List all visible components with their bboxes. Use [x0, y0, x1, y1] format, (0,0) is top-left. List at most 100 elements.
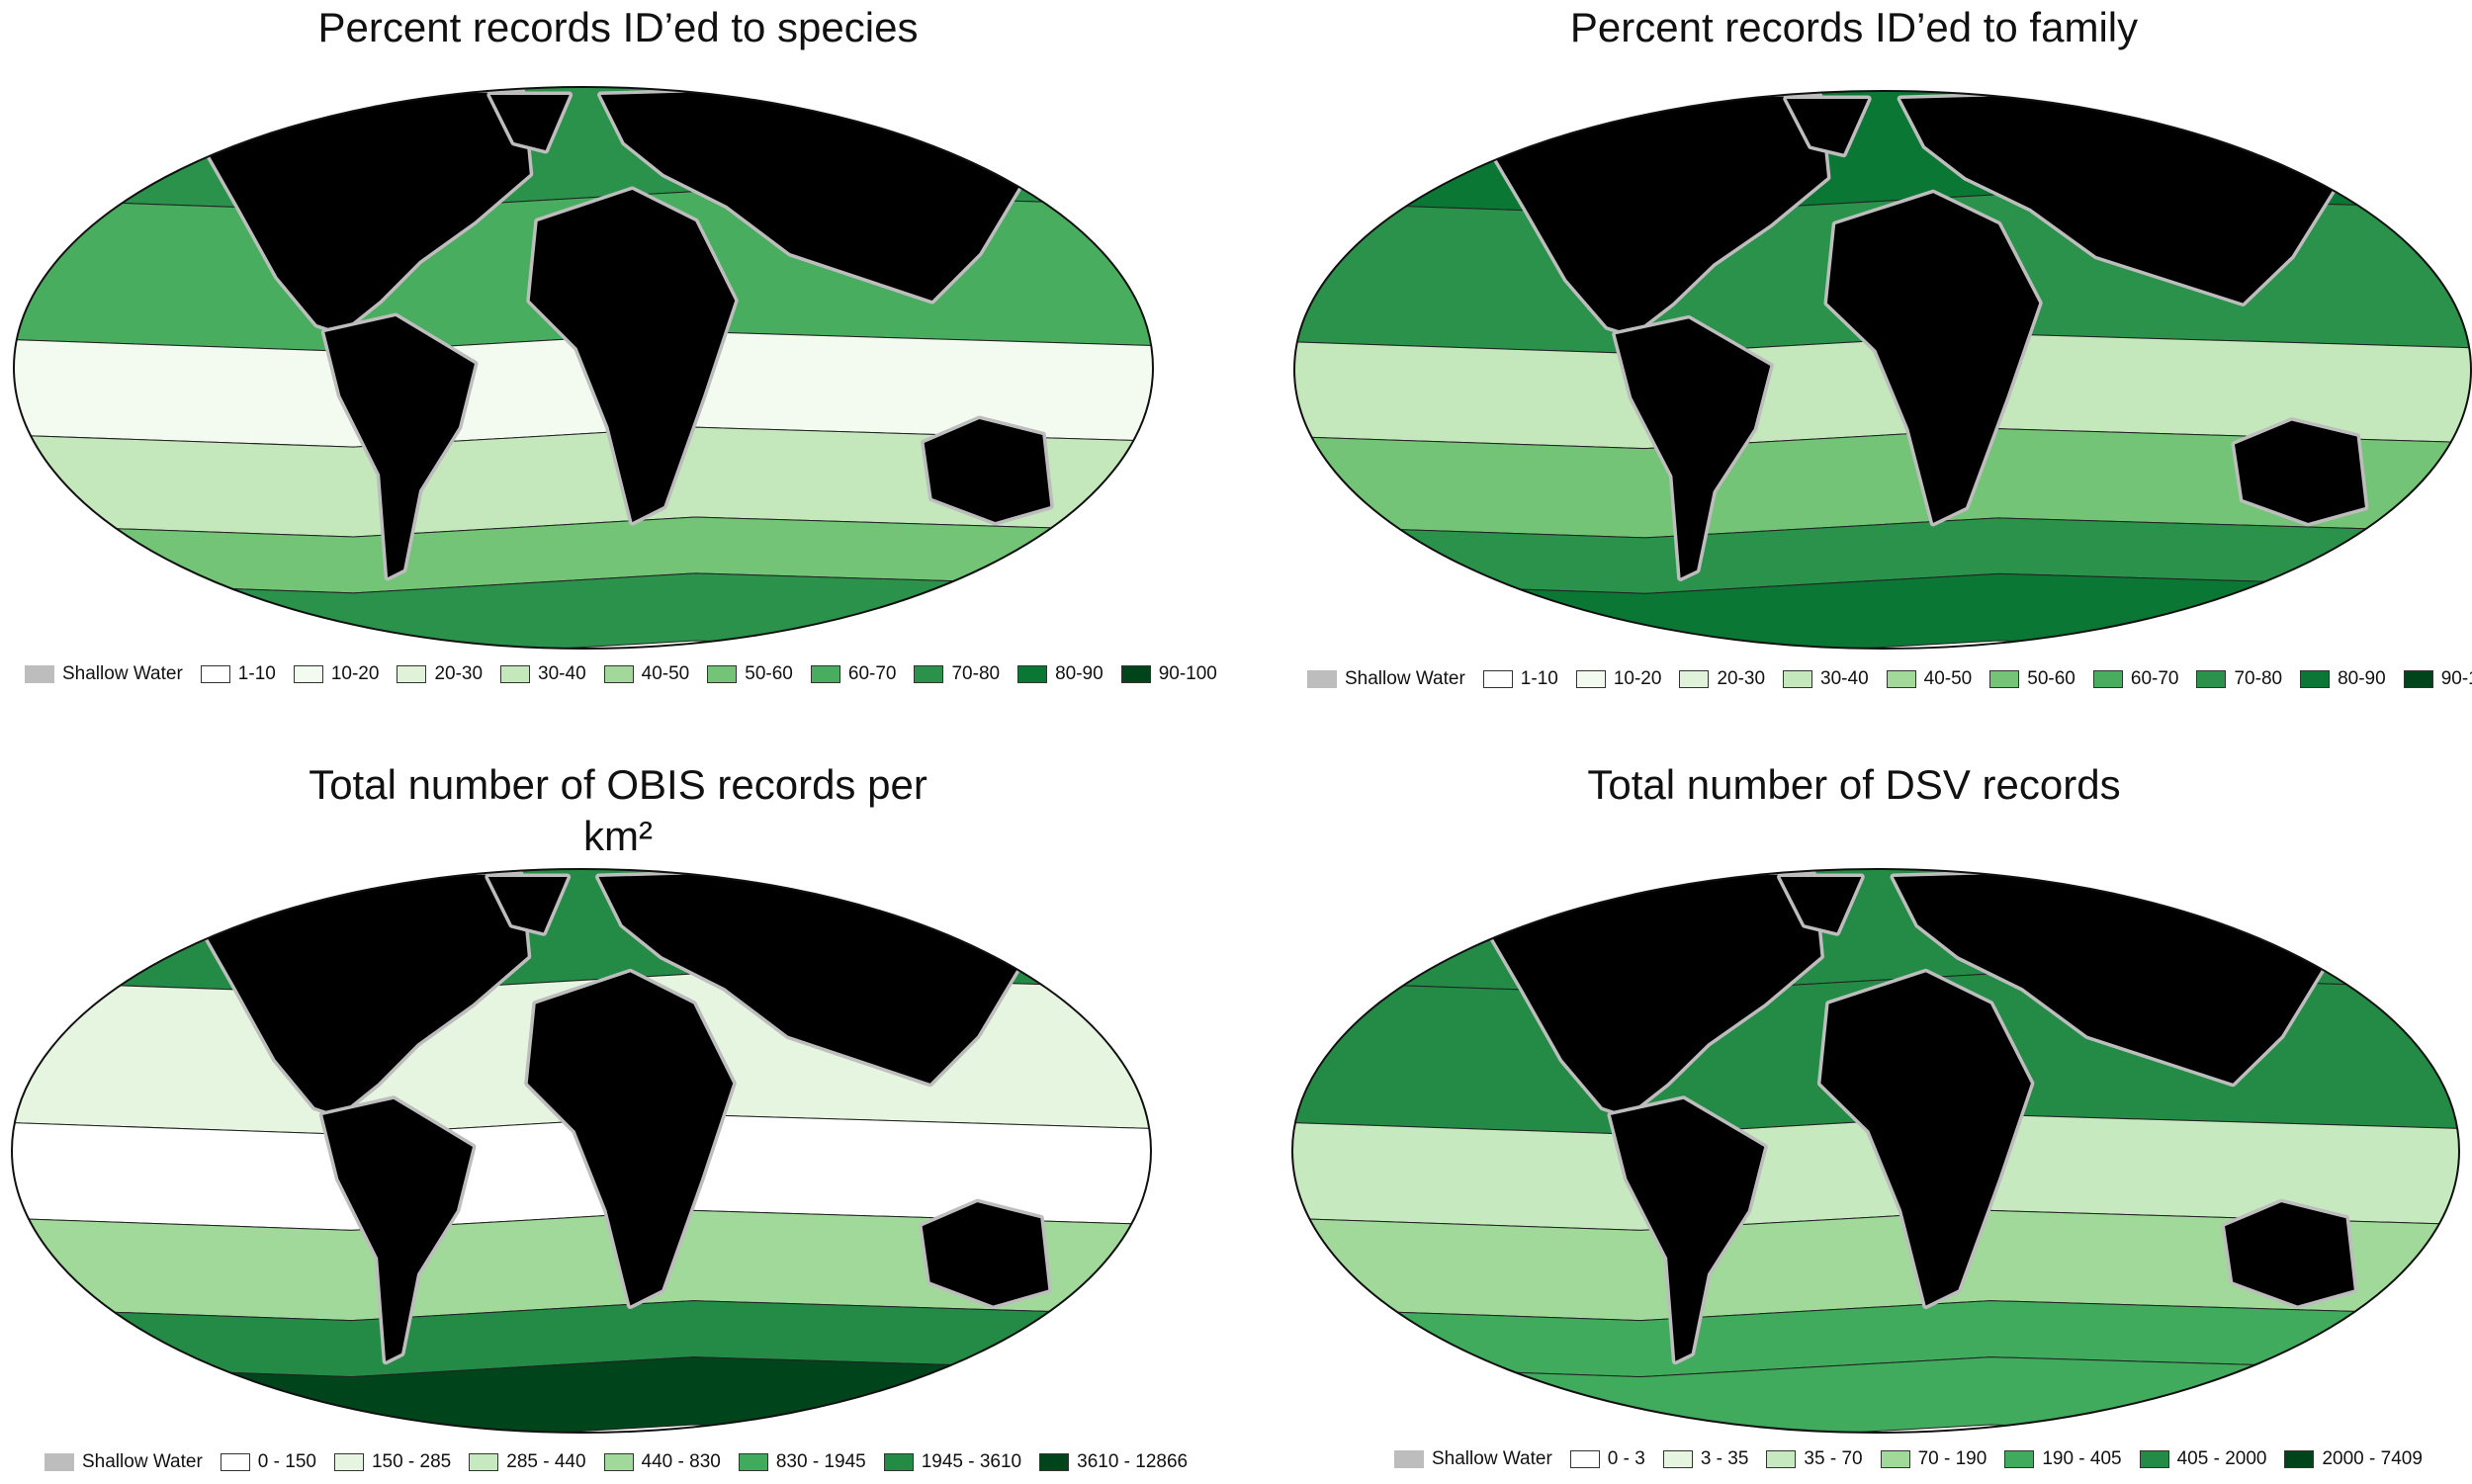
continent: [1468, 95, 1827, 335]
legend-item: 190 - 405: [2004, 1448, 2122, 1470]
continent: [1610, 1098, 1765, 1361]
legend-item: 405 - 2000: [2139, 1448, 2267, 1470]
legend-item: 10-20: [1575, 668, 1662, 690]
legend-swatch: [2196, 670, 2227, 688]
legend-label: Shallow Water: [1432, 1448, 1552, 1469]
legend-item: 1-10: [200, 663, 276, 685]
legend-item: 80-90: [2300, 668, 2386, 690]
legend-item: 20-30: [397, 663, 483, 685]
legend-label: 50-60: [2027, 668, 2075, 689]
legend-item: 20-30: [1679, 668, 1765, 690]
legend-item: 35 - 70: [1766, 1448, 1863, 1470]
legend-item: 60-70: [810, 663, 896, 685]
title-text: Percent records ID’ed to family: [1569, 4, 2139, 50]
legend-label: 0 - 150: [257, 1451, 316, 1472]
map-body: [14, 87, 1153, 649]
shallow-rim: [1816, 968, 2035, 1310]
map-outline: [1293, 90, 2472, 650]
panel-title: Total number of OBIS records per km²: [0, 759, 1236, 862]
legend-item: 90-100: [1120, 663, 1217, 685]
legend-label: Shallow Water: [82, 1451, 203, 1472]
legend-swatch: [293, 665, 323, 683]
legend-label: 3610 - 12866: [1077, 1451, 1189, 1472]
legend-swatch: [2092, 670, 2123, 688]
continent: [489, 95, 570, 150]
legend-item: 50-60: [707, 663, 793, 685]
legend-item: 150 - 285: [333, 1451, 452, 1473]
continent: [324, 316, 475, 577]
shallow-rim: [921, 415, 1054, 526]
legend-label: 90-100: [2440, 668, 2472, 689]
continent: [529, 190, 736, 522]
legend-item: 10-20: [293, 663, 379, 685]
legend-label: 10-20: [1613, 668, 1662, 689]
legend-swatch: [1017, 665, 1048, 683]
legend-item: 285 - 440: [469, 1451, 586, 1473]
continent: [924, 419, 1051, 522]
map-outline: [11, 868, 1152, 1434]
continent: [1615, 318, 1771, 578]
legend-item: 30-40: [1783, 668, 1869, 690]
legend-label: Shallow Water: [1345, 668, 1465, 689]
panel-title: Percent records ID’ed to species: [0, 2, 1236, 53]
world-map: [1291, 868, 2460, 1434]
continent: [527, 972, 734, 1306]
legend-item: 90-100: [2403, 668, 2472, 690]
continent: [180, 873, 528, 1115]
legend-label: 40-50: [641, 663, 690, 684]
legend: Shallow Water 0 - 3 3 - 35 35 - 70 70 - 190 1…: [1394, 1448, 2423, 1470]
legend-label: 90-100: [1158, 663, 1217, 684]
continent: [922, 1202, 1049, 1306]
legend-label: 150 - 285: [371, 1451, 452, 1472]
legend-label: 405 - 2000: [2176, 1448, 2267, 1469]
legend-swatch: [2300, 670, 2331, 688]
legend-swatch: [44, 1453, 74, 1471]
continent: [487, 877, 568, 933]
legend-swatch: [1886, 670, 1916, 688]
title-text: Total number of OBIS records per km²: [309, 761, 927, 859]
legend-swatch: [810, 665, 840, 683]
panel-title: Total number of DSV records: [1236, 759, 2472, 811]
legend-swatch: [25, 665, 54, 683]
legend-swatch: [200, 665, 230, 683]
legend-swatch: [333, 1453, 364, 1471]
legend-label: 70 - 190: [1917, 1448, 1987, 1469]
legend-label: 20-30: [1717, 668, 1766, 689]
legend-swatch: [1679, 670, 1710, 688]
legend-swatch: [603, 1453, 634, 1471]
panel-title: Percent records ID’ed to family: [1236, 2, 2472, 53]
legend-label: 285 - 440: [506, 1451, 586, 1472]
title-text: Percent records ID’ed to species: [317, 4, 919, 50]
ocean-region: [12, 1356, 1151, 1433]
legend-item: 70-80: [2196, 668, 2282, 690]
continent: [2235, 420, 2365, 523]
legend-swatch: [914, 665, 944, 683]
legend-item: 3 - 35: [1662, 1448, 1748, 1470]
continent: [1780, 877, 1862, 933]
legend-item: 2000 - 7409: [2284, 1448, 2423, 1470]
map-panel: Total number of DSV records Shallow Water…: [1236, 742, 2472, 1483]
legend-label: 40-50: [1923, 668, 1973, 689]
legend-label: 20-30: [434, 663, 484, 684]
legend-swatch: [220, 1453, 250, 1471]
shallow-rim: [2231, 417, 2369, 527]
legend-label: 30-40: [538, 663, 586, 684]
legend-item: 70-80: [914, 663, 1000, 685]
legend-label: 1945 - 3610: [921, 1451, 1022, 1472]
legend-swatch: [1039, 1453, 1070, 1471]
legend-label: 0 - 3: [1607, 1448, 1645, 1469]
shallow-rim: [1783, 95, 1872, 158]
legend-item: Shallow Water: [1394, 1448, 1552, 1470]
legend-swatch: [2403, 670, 2433, 688]
legend-label: 60-70: [2130, 668, 2179, 689]
map-panel: Percent records ID’ed to species Shallow …: [0, 0, 1236, 742]
continent: [1826, 193, 2040, 523]
legend-swatch: [738, 1453, 768, 1471]
shallow-rim: [919, 1198, 1052, 1310]
legend-label: 830 - 1945: [775, 1451, 866, 1472]
legend-swatch: [1880, 1450, 1910, 1468]
legend-item: 40-50: [603, 663, 690, 685]
continent: [322, 1098, 473, 1361]
legend-item: 3610 - 12866: [1039, 1451, 1188, 1473]
